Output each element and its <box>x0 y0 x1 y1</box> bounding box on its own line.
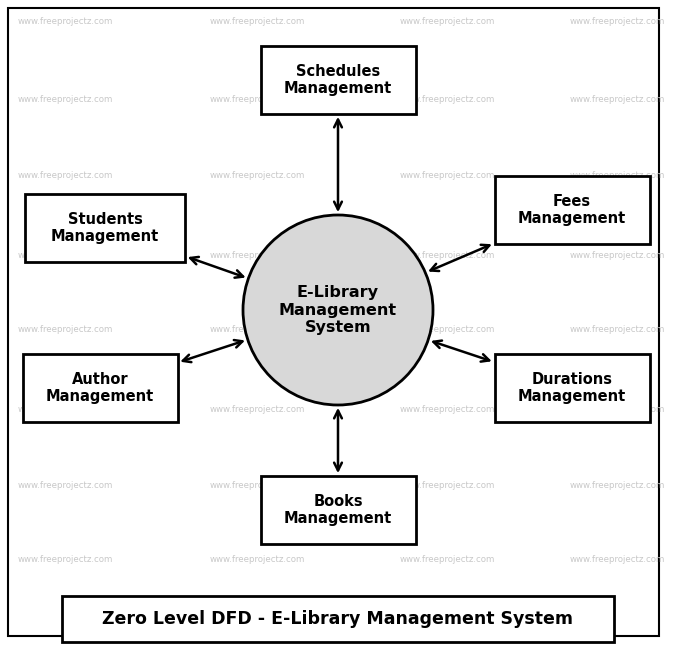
Text: www.freeprojectz.com: www.freeprojectz.com <box>210 406 305 415</box>
Text: www.freeprojectz.com: www.freeprojectz.com <box>570 250 666 259</box>
Text: www.freeprojectz.com: www.freeprojectz.com <box>210 556 305 565</box>
Text: www.freeprojectz.com: www.freeprojectz.com <box>18 250 113 259</box>
Text: www.freeprojectz.com: www.freeprojectz.com <box>400 325 495 334</box>
Bar <box>261 476 416 544</box>
Circle shape <box>243 215 433 405</box>
Text: www.freeprojectz.com: www.freeprojectz.com <box>210 325 305 334</box>
Text: www.freeprojectz.com: www.freeprojectz.com <box>570 171 666 179</box>
Bar <box>495 354 649 422</box>
Text: www.freeprojectz.com: www.freeprojectz.com <box>18 406 113 415</box>
Text: www.freeprojectz.com: www.freeprojectz.com <box>570 406 666 415</box>
Text: Schedules
Management: Schedules Management <box>284 64 392 96</box>
Text: www.freeprojectz.com: www.freeprojectz.com <box>18 95 113 104</box>
Text: Durations
Management: Durations Management <box>518 372 626 404</box>
Text: www.freeprojectz.com: www.freeprojectz.com <box>400 95 495 104</box>
Text: www.freeprojectz.com: www.freeprojectz.com <box>570 481 666 490</box>
Text: Students
Management: Students Management <box>51 212 159 244</box>
Bar <box>62 596 614 642</box>
Text: www.freeprojectz.com: www.freeprojectz.com <box>400 406 495 415</box>
Text: www.freeprojectz.com: www.freeprojectz.com <box>210 481 305 490</box>
Text: www.freeprojectz.com: www.freeprojectz.com <box>18 325 113 334</box>
Text: www.freeprojectz.com: www.freeprojectz.com <box>400 481 495 490</box>
Text: Fees
Management: Fees Management <box>518 194 626 226</box>
Bar <box>22 354 178 422</box>
Bar <box>495 176 649 244</box>
Text: Author
Management: Author Management <box>46 372 154 404</box>
Text: E-Library
Management
System: E-Library Management System <box>279 285 397 335</box>
Text: www.freeprojectz.com: www.freeprojectz.com <box>210 250 305 259</box>
Text: www.freeprojectz.com: www.freeprojectz.com <box>18 18 113 27</box>
Text: www.freeprojectz.com: www.freeprojectz.com <box>400 250 495 259</box>
Text: www.freeprojectz.com: www.freeprojectz.com <box>400 18 495 27</box>
Text: www.freeprojectz.com: www.freeprojectz.com <box>18 171 113 179</box>
Bar <box>25 194 185 262</box>
Text: www.freeprojectz.com: www.freeprojectz.com <box>570 325 666 334</box>
Text: www.freeprojectz.com: www.freeprojectz.com <box>210 18 305 27</box>
Text: Books
Management: Books Management <box>284 494 392 526</box>
Text: www.freeprojectz.com: www.freeprojectz.com <box>400 556 495 565</box>
Bar <box>261 46 416 114</box>
Text: www.freeprojectz.com: www.freeprojectz.com <box>570 95 666 104</box>
Text: www.freeprojectz.com: www.freeprojectz.com <box>210 95 305 104</box>
Text: www.freeprojectz.com: www.freeprojectz.com <box>210 171 305 179</box>
Text: www.freeprojectz.com: www.freeprojectz.com <box>18 481 113 490</box>
Text: www.freeprojectz.com: www.freeprojectz.com <box>18 556 113 565</box>
Text: www.freeprojectz.com: www.freeprojectz.com <box>570 18 666 27</box>
Text: Zero Level DFD - E-Library Management System: Zero Level DFD - E-Library Management Sy… <box>103 610 574 628</box>
Text: www.freeprojectz.com: www.freeprojectz.com <box>570 556 666 565</box>
Text: www.freeprojectz.com: www.freeprojectz.com <box>400 171 495 179</box>
